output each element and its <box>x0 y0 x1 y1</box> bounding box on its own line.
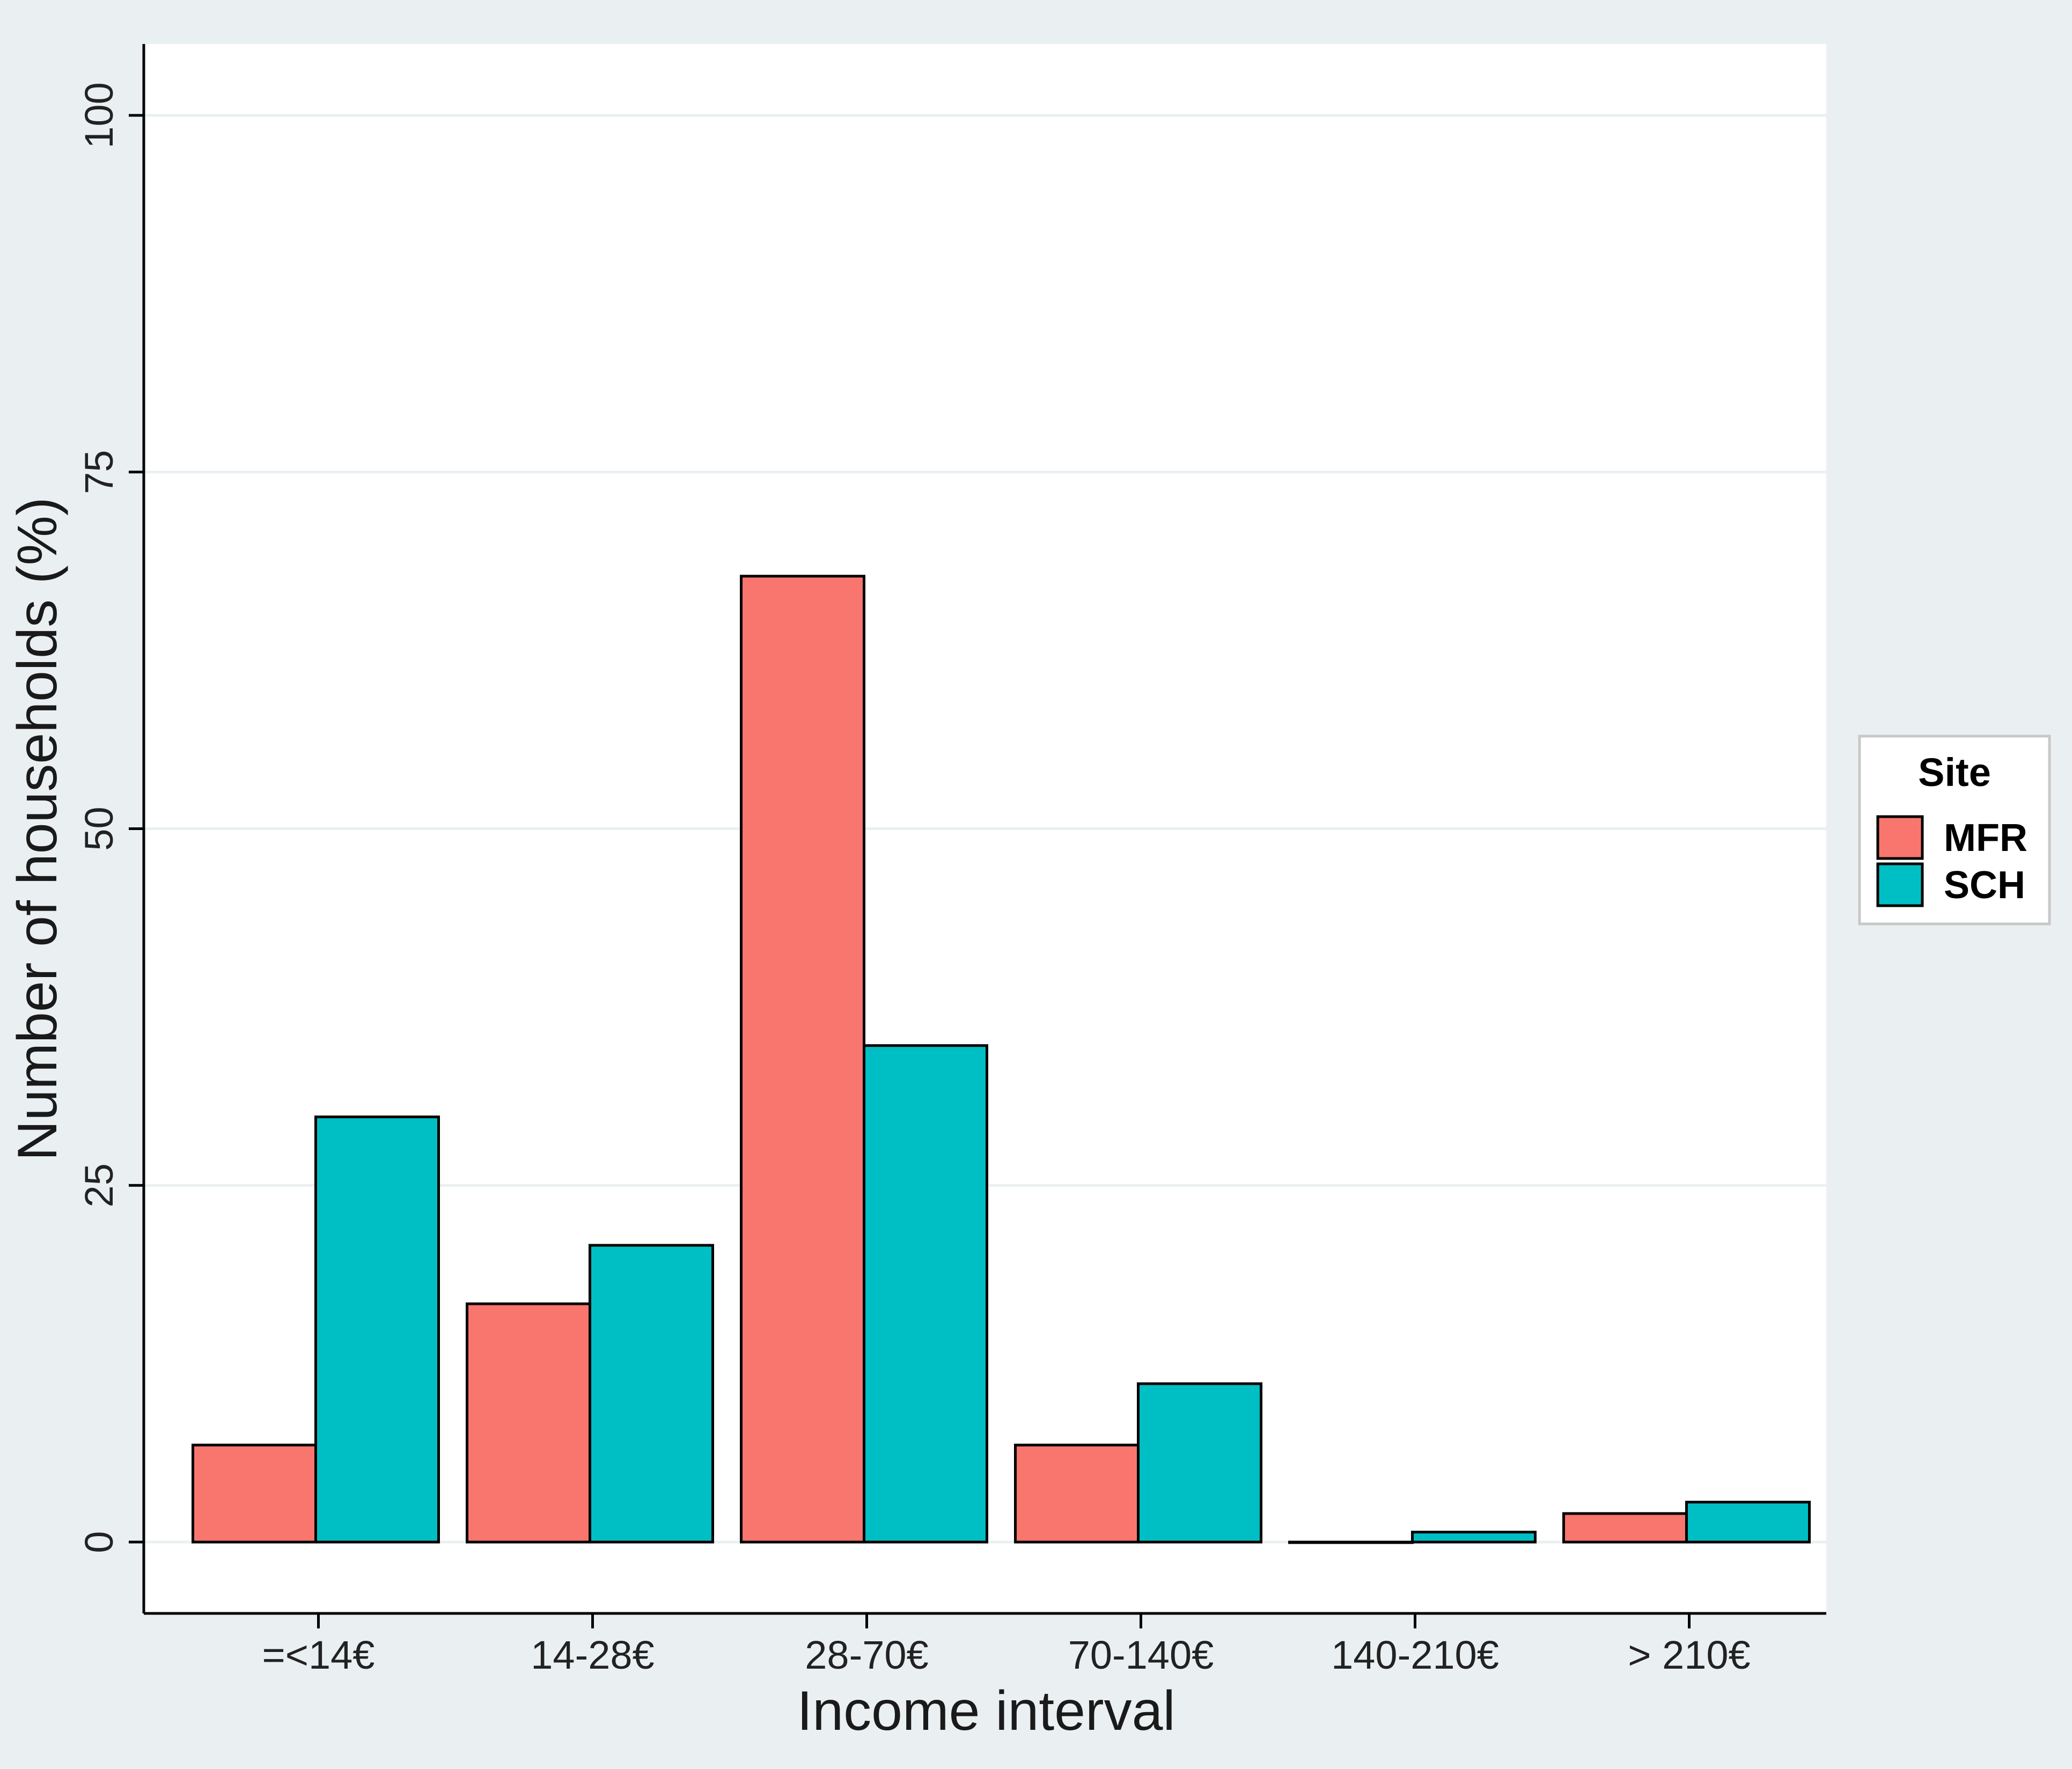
bar-sch <box>314 1115 440 1544</box>
x-tick-label: 70-140€ <box>1068 1633 1214 1677</box>
x-tick-label: 140-210€ <box>1331 1633 1499 1677</box>
x-tick-label: 28-70€ <box>805 1633 928 1677</box>
bar-mfr <box>1288 1540 1414 1544</box>
y-tick-label: 0 <box>77 1531 121 1553</box>
bar-mfr <box>1562 1512 1688 1544</box>
y-tick-label: 25 <box>77 1163 121 1207</box>
y-tick-label: 50 <box>77 806 121 850</box>
x-tick-label: > 210€ <box>1628 1633 1750 1677</box>
bar-sch <box>1685 1501 1811 1544</box>
bar-mfr <box>466 1302 591 1544</box>
bar-sch <box>1411 1530 1537 1544</box>
legend-key-sch <box>1876 862 1924 907</box>
bar-sch <box>589 1244 714 1544</box>
y-tick-label: 100 <box>77 82 121 148</box>
bar-sch <box>1137 1382 1262 1544</box>
bar-mfr <box>1014 1443 1140 1544</box>
legend-label-sch: SCH <box>1944 864 2025 907</box>
axes <box>129 44 1826 1628</box>
x-axis-title: Income interval <box>797 1680 1175 1742</box>
x-tick-label: 14-28€ <box>531 1633 654 1677</box>
bar-sch <box>863 1044 988 1544</box>
legend-title: Site <box>1918 750 1991 795</box>
x-tick-label: =<14€ <box>262 1633 375 1677</box>
bar-mfr <box>192 1443 317 1544</box>
tick-labels: 0 25 50 75 100 =<14€ 14-28€ 28-70€ 70-140€ 140-21… <box>77 82 1751 1677</box>
legend-label-mfr: MFR <box>1944 817 2027 860</box>
bar-mfr <box>740 575 865 1544</box>
bars <box>192 575 1811 1544</box>
legend-key-mfr <box>1876 815 1924 860</box>
y-axis-title: Number of households (%) <box>6 497 69 1161</box>
y-tick-label: 75 <box>77 450 121 494</box>
